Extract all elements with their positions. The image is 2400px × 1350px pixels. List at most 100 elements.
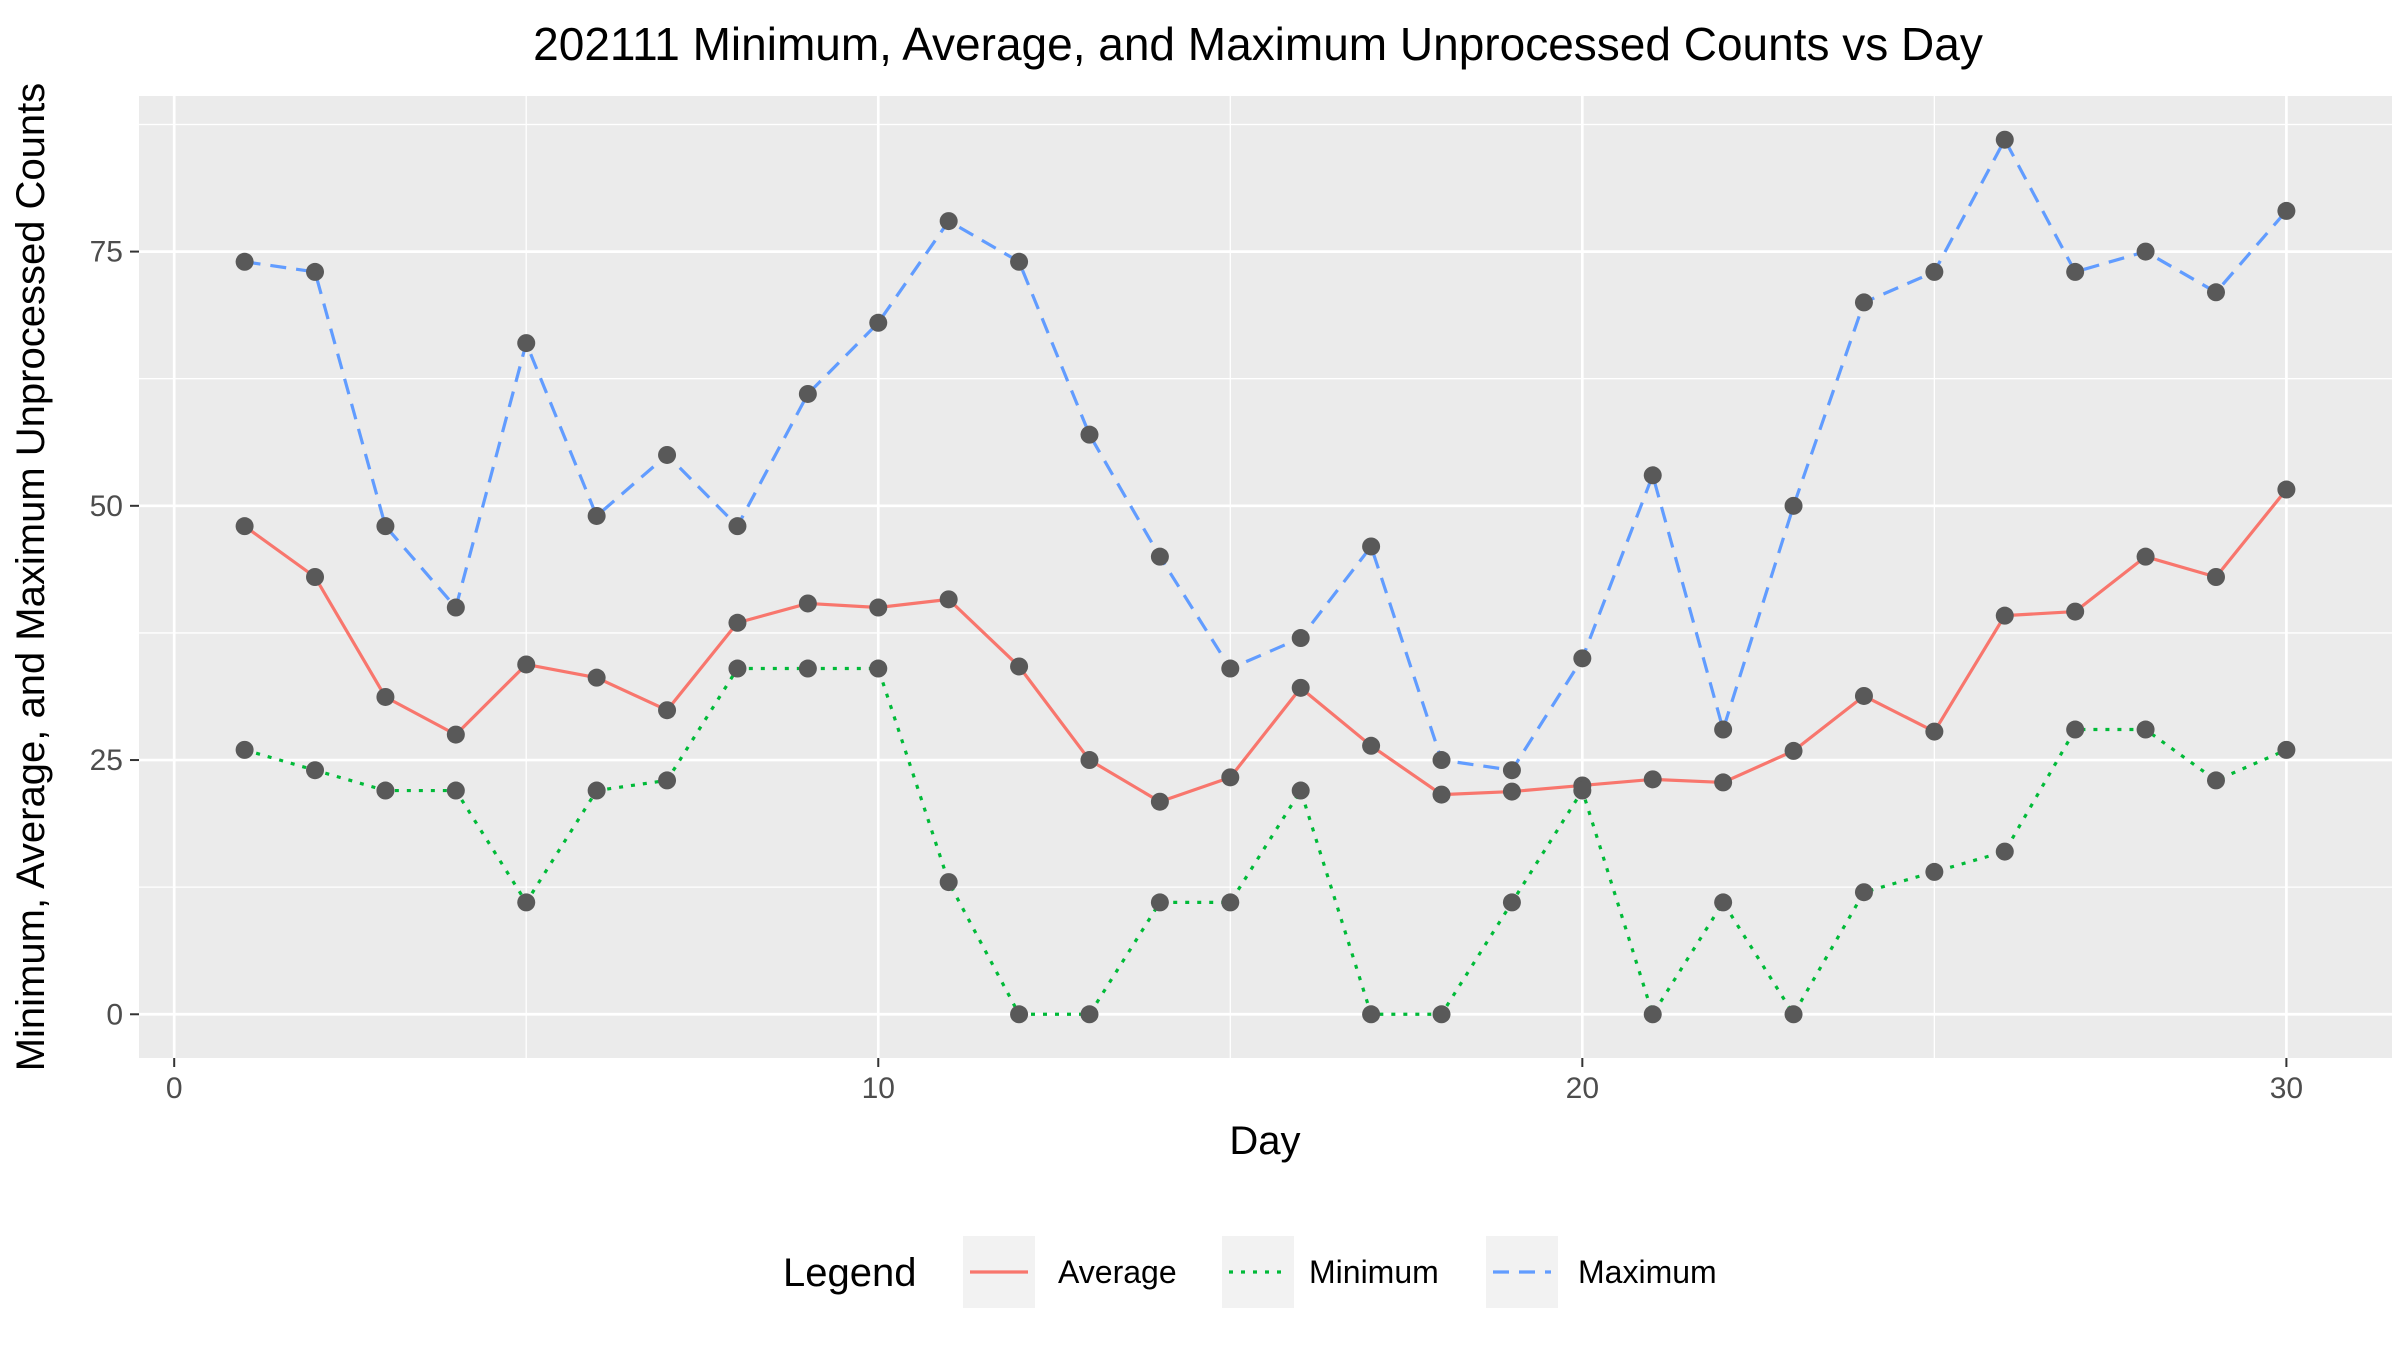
data-point-maximum xyxy=(2277,201,2296,220)
legend-label: Maximum xyxy=(1578,1254,1717,1290)
legend-label: Minimum xyxy=(1309,1254,1439,1290)
data-point-maximum xyxy=(1995,130,2014,149)
data-point-maximum xyxy=(1080,425,1099,444)
series-line-minimum xyxy=(244,666,2288,1016)
data-point-average xyxy=(1291,678,1310,697)
data-point-minimum xyxy=(1502,893,1521,912)
legend-title: Legend xyxy=(783,1251,916,1295)
y-tick-label: 75 xyxy=(90,236,123,269)
data-point-minimum xyxy=(728,659,747,678)
data-point-average xyxy=(1150,792,1169,811)
legend-key xyxy=(1222,1236,1294,1308)
data-point-minimum xyxy=(1714,893,1733,912)
x-axis: 0 10 20 30 xyxy=(166,1058,2303,1105)
data-point-minimum xyxy=(1854,883,1873,902)
data-point-maximum xyxy=(1432,751,1451,770)
y-tick-label: 50 xyxy=(90,490,123,523)
data-point-maximum xyxy=(2066,262,2085,281)
data-point-minimum xyxy=(1573,781,1592,800)
data-point-minimum xyxy=(446,781,465,800)
data-point-maximum xyxy=(2206,283,2225,302)
data-point-maximum xyxy=(1362,537,1381,556)
data-point-average xyxy=(376,687,395,706)
data-point-average xyxy=(2066,602,2085,621)
data-point-average xyxy=(1925,722,1944,741)
data-point-average xyxy=(587,668,606,687)
data-points xyxy=(235,130,2296,1024)
data-point-maximum xyxy=(517,334,536,353)
series-line-average xyxy=(243,488,2288,804)
data-point-minimum xyxy=(2277,740,2296,759)
data-point-average xyxy=(446,725,465,744)
data-point-minimum xyxy=(798,659,817,678)
data-point-average xyxy=(235,517,254,536)
data-point-average xyxy=(1221,768,1240,787)
data-point-maximum xyxy=(446,598,465,617)
legend-item-minimum: Minimum xyxy=(1222,1236,1439,1308)
data-point-maximum xyxy=(1714,720,1733,739)
data-point-maximum xyxy=(587,506,606,525)
data-point-maximum xyxy=(235,252,254,271)
data-point-maximum xyxy=(869,313,888,332)
data-point-minimum xyxy=(517,893,536,912)
grid-major xyxy=(139,96,2392,1058)
data-point-maximum xyxy=(798,384,817,403)
legend-item-average: Average xyxy=(963,1236,1177,1308)
data-point-average xyxy=(2206,568,2225,586)
data-point-average xyxy=(939,590,958,609)
grid-minor xyxy=(139,96,2392,1058)
data-point-minimum xyxy=(2206,771,2225,790)
chart-title: 202111 Minimum, Average, and Maximum Unp… xyxy=(533,18,1983,70)
data-point-maximum xyxy=(1573,649,1592,668)
data-point-minimum xyxy=(1150,893,1169,912)
data-point-average xyxy=(2136,547,2155,566)
data-point-minimum xyxy=(1432,1005,1451,1024)
data-point-average xyxy=(869,598,888,617)
series-lines xyxy=(243,138,2288,1016)
data-point-maximum xyxy=(1221,659,1240,678)
data-point-minimum xyxy=(1784,1005,1803,1024)
data-point-minimum xyxy=(1995,842,2014,861)
data-point-minimum xyxy=(306,761,325,780)
x-tick-label: 0 xyxy=(166,1072,183,1105)
data-point-minimum xyxy=(2136,720,2155,739)
data-point-minimum xyxy=(235,740,254,759)
data-point-minimum xyxy=(1643,1005,1662,1024)
data-point-average xyxy=(1502,782,1521,801)
data-point-average xyxy=(798,594,817,613)
data-point-average xyxy=(1080,751,1099,770)
legend: Legend Average Minimum Maximum xyxy=(783,1236,1717,1308)
data-point-average xyxy=(306,568,325,586)
data-point-maximum xyxy=(306,262,325,281)
data-point-maximum xyxy=(1502,761,1521,780)
data-point-maximum xyxy=(376,517,395,536)
data-point-average xyxy=(658,701,677,720)
data-point-maximum xyxy=(1010,252,1029,271)
data-point-minimum xyxy=(869,659,888,678)
x-tick-label: 20 xyxy=(1566,1072,1599,1105)
data-point-average xyxy=(1854,686,1873,705)
data-point-average xyxy=(1714,773,1733,792)
data-point-maximum xyxy=(658,445,677,464)
data-point-maximum xyxy=(1291,629,1310,648)
data-point-minimum xyxy=(1362,1005,1381,1024)
y-axis: 0 25 50 75 xyxy=(90,236,139,1031)
y-tick-label: 0 xyxy=(106,998,123,1031)
data-point-maximum xyxy=(2136,242,2155,261)
data-point-minimum xyxy=(2066,720,2085,739)
x-tick-label: 10 xyxy=(862,1072,895,1105)
data-point-average xyxy=(1362,736,1381,755)
data-point-average xyxy=(1010,657,1029,676)
data-point-average xyxy=(1784,741,1803,760)
data-point-minimum xyxy=(1080,1005,1099,1024)
y-axis-title: Minimum, Average, and Maximum Unprocesse… xyxy=(9,83,53,1072)
data-point-average xyxy=(1995,606,2014,625)
data-point-maximum xyxy=(1643,466,1662,485)
data-point-maximum xyxy=(728,517,747,536)
data-point-average xyxy=(1643,770,1662,789)
data-point-average xyxy=(728,613,747,632)
legend-label: Average xyxy=(1058,1254,1177,1290)
x-tick-label: 30 xyxy=(2270,1072,2303,1105)
data-point-average xyxy=(517,655,536,674)
